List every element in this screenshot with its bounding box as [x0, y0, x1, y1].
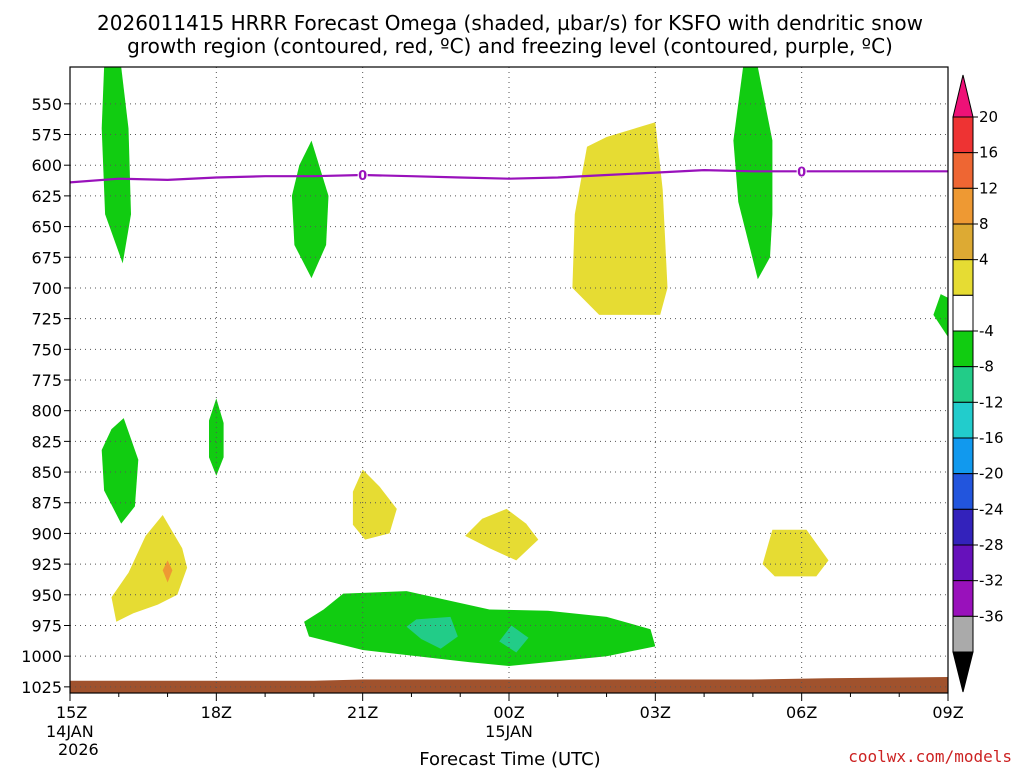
x-tick-year-2026: 2026 — [58, 740, 99, 759]
colorbar-box-0 — [952, 116, 974, 154]
omega-region-yellow-upper — [572, 122, 668, 315]
y-axis-pressure: 550 575 600 625 650 675 700 725 750 775 800 825 850 8… — [21, 95, 70, 697]
ground-band — [70, 677, 948, 693]
omega-region-green-upper-3 — [733, 67, 773, 280]
x-axis-title: Forecast Time (UTC) — [419, 749, 600, 768]
ground-terrain — [70, 677, 948, 693]
x-tick-label-21Z: 21Z — [347, 703, 378, 722]
y-tick-label-825: 825 — [31, 432, 62, 451]
omega-region-green-edge — [933, 294, 948, 337]
colorbar-box-13 — [952, 580, 974, 617]
colorbar-box-2 — [952, 187, 974, 225]
chart-title-line2: growth region (contoured, red, ºC) and f… — [127, 34, 893, 58]
x-tick-label-03Z: 03Z — [640, 703, 671, 722]
y-tick-label-975: 975 — [31, 616, 62, 635]
colorbar: 20 16 12 8 4 -4 -8 -12 -16 -20 -24 -28 -32 -36 — [952, 74, 1004, 693]
site-credit: coolwx.com/models — [848, 747, 1012, 766]
omega-region-yellow-low-3 — [465, 508, 539, 561]
colorbar-box-9 — [952, 437, 974, 475]
colorbar-label-10: -24 — [979, 500, 1004, 518]
y-tick-label-775: 775 — [31, 371, 62, 390]
colorbar-box-7 — [952, 366, 974, 403]
y-tick-label-625: 625 — [31, 187, 62, 206]
y-tick-label-575: 575 — [31, 126, 62, 145]
y-tick-label-800: 800 — [31, 402, 62, 421]
colorbar-label-6: -8 — [979, 358, 994, 376]
y-tick-label-600: 600 — [31, 156, 62, 175]
omega-region-green-upper-1 — [101, 67, 131, 264]
omega-region-green-low-1 — [101, 418, 139, 524]
x-tick-label-09Z: 09Z — [932, 703, 963, 722]
y-tick-label-900: 900 — [31, 524, 62, 543]
colorbar-label-1: 16 — [979, 144, 998, 162]
colorbar-label-0: 20 — [979, 108, 998, 126]
omega-region-orange-dot — [162, 560, 173, 583]
colorbar-box-8 — [952, 401, 974, 439]
omega-region-teal-2 — [499, 625, 529, 653]
y-tick-label-700: 700 — [31, 279, 62, 298]
y-tick-label-750: 750 — [31, 340, 62, 359]
colorbar-box-12 — [952, 544, 974, 582]
y-tick-label-950: 950 — [31, 586, 62, 605]
freezing-label-bg-1 — [796, 163, 807, 178]
colorbar-bottom-arrow — [952, 651, 974, 693]
y-tick-label-850: 850 — [31, 463, 62, 482]
colorbar-label-7: -12 — [979, 393, 1004, 411]
colorbar-label-2: 12 — [979, 179, 998, 197]
colorbar-label-5: -4 — [979, 322, 994, 340]
colorbar-box-11 — [952, 508, 974, 546]
y-tick-label-725: 725 — [31, 310, 62, 329]
omega-region-teal-1 — [406, 616, 458, 649]
chart-title-line1: 2026011415 HRRR Forecast Omega (shaded, … — [97, 11, 923, 35]
omega-region-yellow-low-2 — [352, 469, 397, 540]
colorbar-box-10 — [952, 473, 974, 510]
colorbar-label-9: -20 — [979, 465, 1004, 483]
y-tick-label-1025: 1025 — [21, 678, 62, 697]
x-tick-sublabel-14JAN: 14JAN — [46, 722, 94, 741]
colorbar-label-4: 4 — [979, 251, 989, 269]
x-tick-sublabel-15JAN: 15JAN — [485, 722, 533, 741]
colorbar-label-12: -32 — [979, 572, 1004, 590]
colorbar-box-14 — [952, 615, 974, 653]
colorbar-box-6 — [952, 330, 974, 368]
colorbar-box-3 — [952, 223, 974, 261]
colorbar-label-3: 8 — [979, 215, 989, 233]
omega-region-green-low-3 — [304, 591, 656, 666]
colorbar-box-5 — [952, 294, 974, 332]
x-tick-label-00Z: 00Z — [493, 703, 524, 722]
x-tick-label-06Z: 06Z — [786, 703, 817, 722]
colorbar-label-13: -36 — [979, 607, 1004, 625]
y-tick-label-875: 875 — [31, 494, 62, 513]
y-tick-label-925: 925 — [31, 555, 62, 574]
y-tick-label-650: 650 — [31, 218, 62, 237]
colorbar-box-1 — [952, 152, 974, 189]
x-tick-label-18Z: 18Z — [201, 703, 232, 722]
y-tick-label-550: 550 — [31, 95, 62, 114]
freezing-label-bg-0 — [357, 167, 368, 182]
colorbar-label-11: -28 — [979, 536, 1004, 554]
y-tick-label-675: 675 — [31, 248, 62, 267]
freezing-level-label-0: 0 — [358, 169, 367, 184]
x-tick-label-15Z: 15Z — [56, 703, 87, 722]
omega-region-yellow-low-4 — [762, 529, 829, 577]
colorbar-box-4 — [952, 259, 974, 296]
y-tick-label-1000: 1000 — [21, 647, 62, 666]
colorbar-label-8: -16 — [979, 429, 1004, 447]
freezing-level-label-1: 0 — [797, 165, 806, 180]
